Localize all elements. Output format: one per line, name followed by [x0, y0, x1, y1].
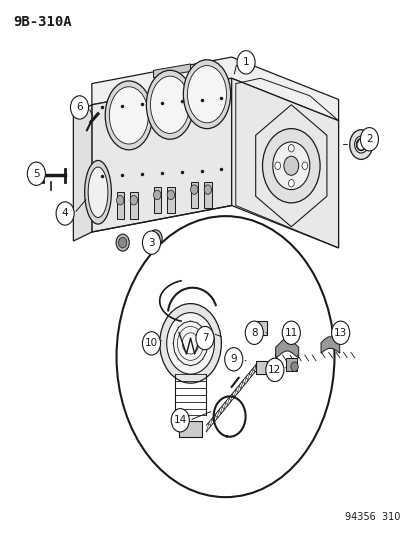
FancyBboxPatch shape — [167, 187, 174, 214]
Text: 12: 12 — [268, 365, 281, 375]
Circle shape — [159, 304, 221, 383]
Circle shape — [283, 156, 298, 175]
FancyBboxPatch shape — [153, 187, 161, 214]
Circle shape — [149, 230, 162, 247]
Circle shape — [27, 162, 45, 185]
Circle shape — [195, 326, 214, 350]
Text: 3: 3 — [148, 238, 154, 248]
Polygon shape — [231, 78, 338, 248]
Polygon shape — [92, 78, 231, 232]
Circle shape — [166, 313, 214, 374]
Text: 11: 11 — [284, 328, 297, 338]
Polygon shape — [92, 57, 338, 120]
Text: 5: 5 — [33, 169, 40, 179]
Circle shape — [288, 180, 294, 187]
Circle shape — [282, 321, 299, 344]
Circle shape — [237, 51, 254, 74]
Circle shape — [70, 96, 88, 119]
Ellipse shape — [109, 87, 148, 144]
FancyBboxPatch shape — [190, 182, 197, 208]
Ellipse shape — [150, 76, 189, 133]
Text: 6: 6 — [76, 102, 83, 112]
Circle shape — [290, 362, 298, 372]
Circle shape — [116, 234, 129, 251]
Circle shape — [167, 190, 174, 200]
Circle shape — [116, 196, 123, 205]
FancyBboxPatch shape — [285, 358, 296, 372]
Circle shape — [265, 358, 283, 382]
Text: 8: 8 — [250, 328, 257, 338]
Text: 4: 4 — [62, 208, 68, 219]
Text: 7: 7 — [201, 333, 208, 343]
Polygon shape — [320, 337, 339, 353]
Ellipse shape — [183, 60, 230, 128]
Circle shape — [151, 233, 159, 244]
Circle shape — [204, 185, 211, 195]
Text: 10: 10 — [145, 338, 158, 349]
Circle shape — [130, 196, 137, 205]
Circle shape — [354, 136, 367, 153]
Polygon shape — [275, 338, 298, 358]
Circle shape — [171, 409, 189, 432]
Circle shape — [153, 190, 161, 200]
Ellipse shape — [146, 70, 193, 139]
Circle shape — [301, 162, 307, 169]
Circle shape — [56, 202, 74, 225]
Ellipse shape — [84, 160, 111, 224]
Circle shape — [331, 321, 349, 344]
Text: 13: 13 — [333, 328, 347, 338]
FancyBboxPatch shape — [253, 321, 266, 335]
Circle shape — [272, 142, 309, 190]
Circle shape — [181, 225, 195, 243]
Circle shape — [116, 216, 334, 497]
FancyBboxPatch shape — [179, 421, 201, 437]
Circle shape — [142, 231, 160, 254]
Circle shape — [359, 127, 377, 151]
Ellipse shape — [88, 167, 108, 217]
Circle shape — [190, 185, 197, 195]
Text: 9: 9 — [230, 354, 237, 364]
Polygon shape — [153, 64, 190, 78]
Text: 2: 2 — [365, 134, 372, 144]
Circle shape — [142, 332, 160, 355]
Circle shape — [349, 130, 372, 159]
Text: 94356  310: 94356 310 — [344, 512, 399, 522]
FancyBboxPatch shape — [204, 182, 211, 208]
Ellipse shape — [105, 81, 152, 150]
Circle shape — [274, 162, 280, 169]
FancyBboxPatch shape — [116, 192, 123, 219]
Text: 9B-310A: 9B-310A — [14, 14, 72, 29]
Circle shape — [118, 237, 126, 248]
Circle shape — [224, 348, 242, 371]
Circle shape — [262, 128, 319, 203]
Text: 14: 14 — [173, 415, 186, 425]
FancyBboxPatch shape — [130, 192, 137, 219]
Text: 1: 1 — [242, 58, 249, 67]
Polygon shape — [73, 105, 92, 241]
Ellipse shape — [187, 66, 226, 123]
Circle shape — [288, 144, 294, 152]
Circle shape — [184, 229, 192, 239]
FancyBboxPatch shape — [255, 361, 266, 374]
Circle shape — [244, 321, 263, 344]
